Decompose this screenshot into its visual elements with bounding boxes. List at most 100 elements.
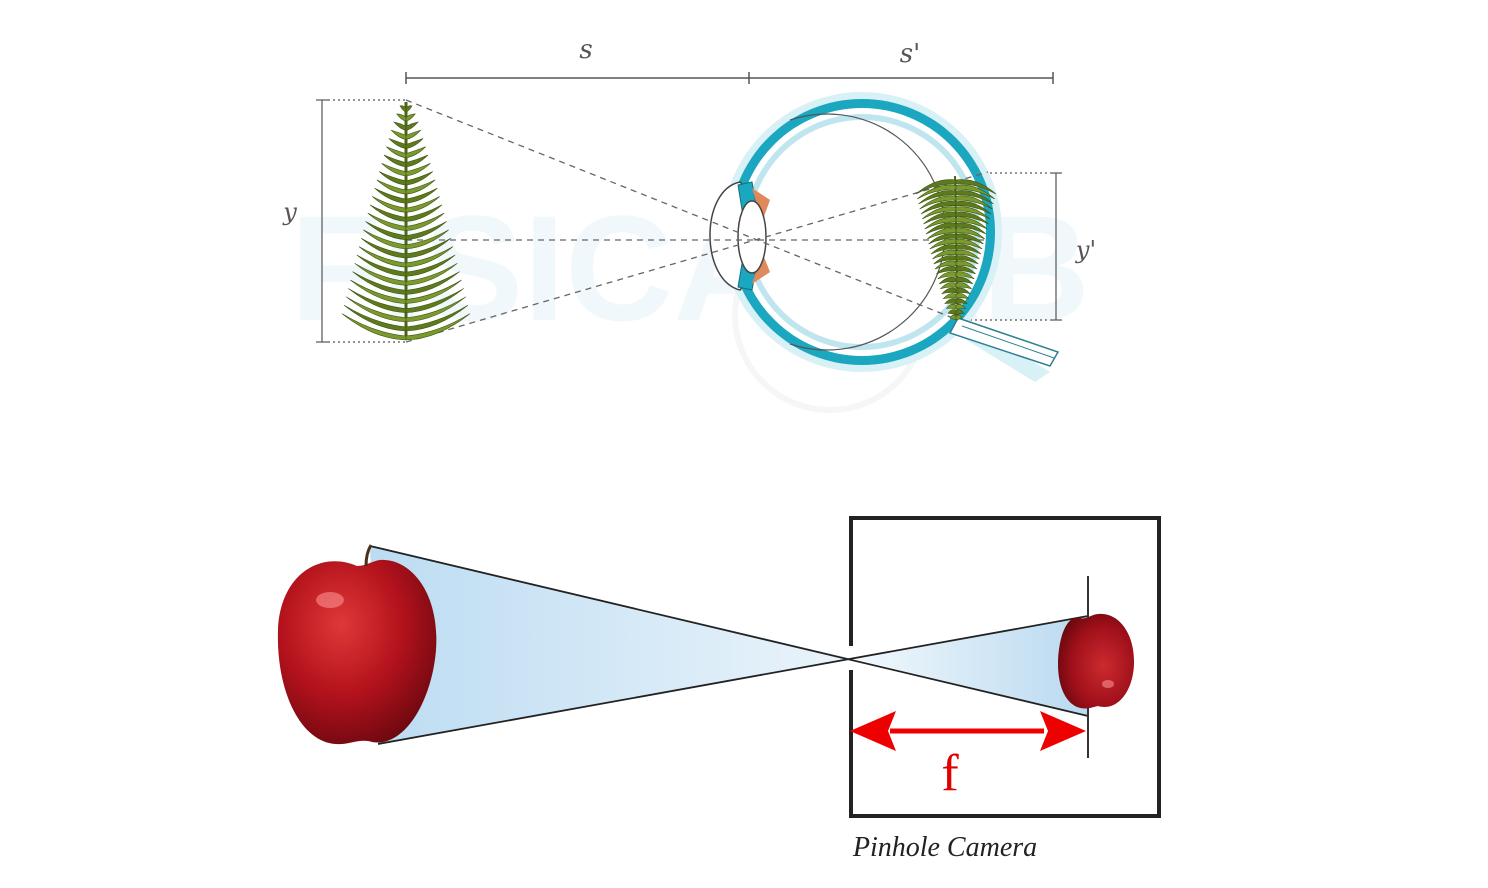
tree-needle — [405, 163, 431, 177]
tree-needle — [367, 212, 407, 231]
tree-needle — [955, 260, 978, 270]
tree-needle — [358, 246, 407, 268]
tree-needle — [376, 179, 407, 195]
tree-needle — [955, 249, 980, 260]
tree-needle — [405, 304, 469, 332]
tree-needle — [405, 129, 422, 140]
tree-needle — [924, 217, 957, 230]
tree-needle — [955, 276, 974, 285]
tree-needle — [405, 254, 456, 277]
image-distance-label: s' — [900, 39, 921, 69]
tree-needle — [360, 237, 407, 259]
tree-needle — [918, 190, 957, 205]
focal-length-label: f — [941, 745, 959, 802]
tree-image — [915, 175, 997, 321]
image-height-label: y' — [1075, 236, 1096, 264]
tree-needle — [955, 266, 976, 275]
tree-needle — [955, 184, 995, 200]
tree-needle — [955, 228, 985, 240]
tree-needle — [955, 314, 963, 321]
tree-needle — [405, 105, 413, 113]
tree-needle — [955, 309, 965, 315]
apple-object — [277, 544, 437, 745]
projected-light-cone — [850, 616, 1088, 716]
tree-needle — [955, 293, 970, 300]
tree-needle — [955, 271, 975, 280]
tree-needle — [381, 163, 407, 177]
tree-needle — [399, 105, 407, 113]
tree-needle — [343, 304, 407, 332]
tree-needle — [955, 244, 982, 255]
tree-needle — [365, 221, 407, 240]
eye-diagram: s s' y y' — [282, 35, 1096, 382]
tree-needle — [930, 244, 957, 255]
tree-needle — [352, 271, 407, 295]
focal-length-arrow — [850, 711, 1086, 751]
tree-needle — [934, 260, 957, 270]
tree-needle — [949, 314, 957, 321]
tree-needle — [938, 276, 957, 285]
pinhole-camera-caption: Pinhole Camera — [852, 832, 1037, 863]
tree-needle — [927, 228, 957, 240]
tree-needle — [955, 179, 997, 195]
tree-needle — [378, 171, 407, 186]
tree-needle — [405, 246, 454, 268]
object-height-bracket — [316, 99, 406, 343]
tree-needle — [405, 187, 438, 204]
object-distance-label: s — [579, 35, 592, 65]
tree-needle — [941, 287, 957, 295]
incoming-light-cone — [370, 546, 850, 744]
tree-needle — [921, 206, 957, 220]
apple-image — [1058, 613, 1134, 709]
tree-needle — [388, 138, 407, 149]
tree-needle — [350, 279, 407, 304]
tree-needle — [405, 279, 462, 304]
tree-needle — [955, 190, 994, 205]
tree-object — [341, 102, 471, 341]
tree-needle — [955, 206, 991, 220]
tree-needle — [372, 196, 407, 213]
tree-needle — [955, 222, 987, 235]
tree-needle — [919, 195, 957, 210]
tree-needle — [369, 204, 407, 222]
tree-needle — [955, 211, 989, 225]
tree-needle — [942, 293, 957, 300]
tree-needle — [363, 229, 407, 250]
tree-needle — [405, 237, 452, 259]
tree-needle — [405, 171, 434, 186]
tree-needle — [346, 296, 407, 323]
object-height-label: y — [282, 198, 297, 226]
tree-needle — [939, 282, 957, 290]
tree-needle — [405, 113, 416, 122]
tree-needle — [955, 200, 992, 215]
pinhole-rays — [369, 545, 1089, 745]
tree-needle — [955, 282, 973, 290]
tree-needle — [955, 238, 983, 250]
tree-needle — [937, 271, 957, 280]
tree-needle — [405, 271, 460, 295]
tree-needle — [390, 129, 407, 140]
eyeball — [709, 92, 1060, 382]
tree-needle — [348, 288, 407, 313]
tree-needle — [955, 303, 967, 310]
tree-needle — [947, 309, 957, 315]
tree-needle — [405, 296, 466, 323]
tree-needle — [374, 187, 407, 204]
tree-needle — [405, 196, 440, 213]
tree-needle — [396, 113, 407, 122]
tree-needle — [955, 233, 984, 245]
tree-needle — [405, 138, 424, 149]
tree-needle — [928, 233, 957, 245]
tree-needle — [920, 200, 957, 215]
tree-needle — [405, 263, 458, 286]
pinhole-diagram: f Pinhole Camera — [277, 516, 1161, 863]
tree-needle — [955, 298, 968, 305]
tree-needle — [393, 121, 407, 131]
tree-needle — [341, 313, 407, 341]
tree-needle — [915, 179, 957, 195]
tree-needle — [405, 212, 445, 231]
tree-needle — [405, 221, 447, 240]
tree-needle — [356, 254, 407, 277]
tree-needle — [929, 238, 957, 250]
tree-needle — [955, 217, 988, 230]
